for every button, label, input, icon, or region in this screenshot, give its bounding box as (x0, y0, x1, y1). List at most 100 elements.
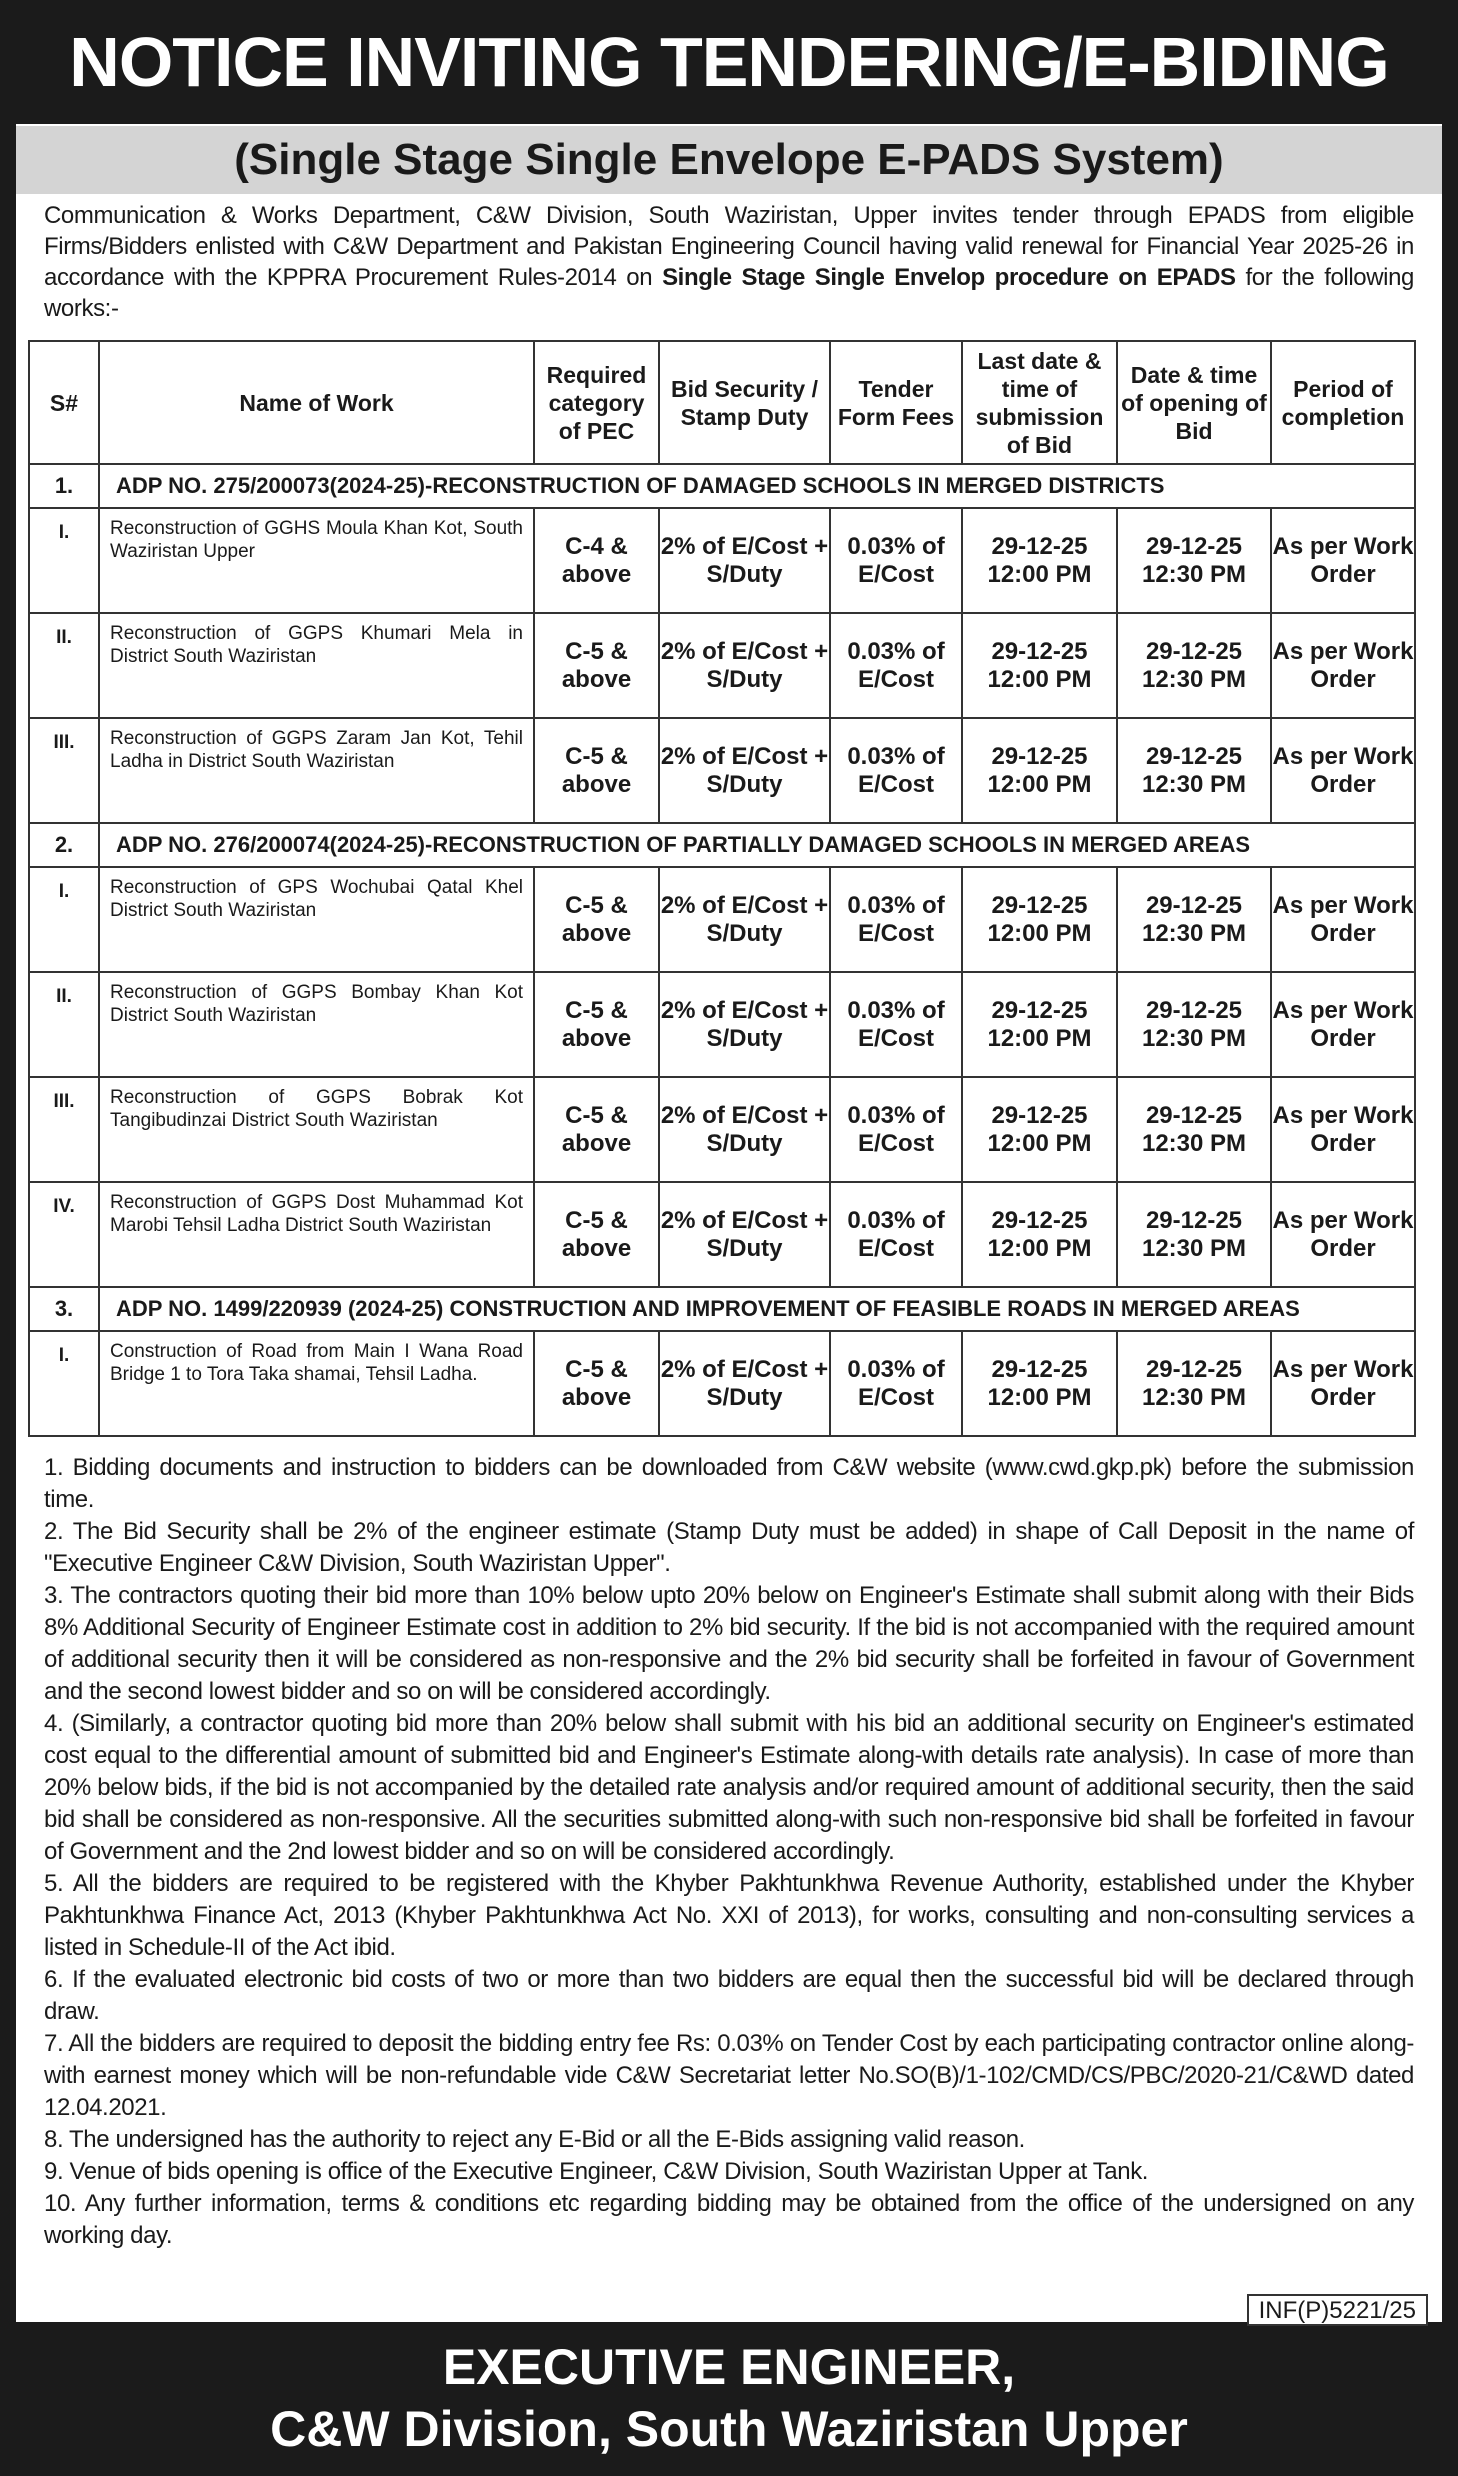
note-item: 8. The undersigned has the authority to … (44, 2126, 1025, 2153)
column-header: Period of completion (1270, 340, 1416, 465)
section-number: 1. (28, 463, 100, 509)
submission-deadline: 29-12-25 12:00 PM (961, 507, 1118, 614)
section-title: ADP NO. 275/200073(2024-25)-RECONSTRUCTI… (98, 463, 1416, 509)
opening-time: 12:30 PM (1141, 1129, 1247, 1157)
bid-security: 2% of E/Cost + S/Duty (658, 1181, 831, 1288)
bid-security: 2% of E/Cost + S/Duty (658, 971, 831, 1078)
table-row: II. Reconstruction of GGPS Khumari Mela i… (28, 612, 1416, 719)
opening-date: 29-12-25 (1145, 996, 1243, 1024)
completion-period: As per Work Order (1270, 866, 1416, 973)
bid-security: 2% of E/Cost + S/Duty (658, 1076, 831, 1183)
submission-time: 12:00 PM (987, 665, 1092, 693)
bid-security: 2% of E/Cost + S/Duty (658, 717, 831, 824)
table-row: I. Construction of Road from Main I Wana … (28, 1330, 1416, 1437)
opening-datetime: 29-12-25 12:30 PM (1116, 971, 1272, 1078)
serial-number: I. (28, 1330, 100, 1437)
submission-deadline: 29-12-25 12:00 PM (961, 866, 1118, 973)
note-item: 3. The contractors quoting their bid mor… (44, 1582, 1414, 1705)
section-title: ADP NO. 1499/220939 (2024-25) CONSTRUCTI… (98, 1286, 1416, 1332)
submission-time: 12:00 PM (987, 560, 1092, 588)
work-name: Reconstruction of GGPS Zaram Jan Kot, Te… (98, 717, 535, 824)
section-number: 3. (28, 1286, 100, 1332)
pec-category: C-5 & above (533, 717, 660, 824)
opening-date: 29-12-25 (1145, 532, 1243, 560)
note-item: 2. The Bid Security shall be 2% of the e… (44, 1518, 1414, 1577)
pec-category: C-5 & above (533, 1330, 660, 1437)
opening-datetime: 29-12-25 12:30 PM (1116, 866, 1272, 973)
opening-time: 12:30 PM (1141, 1383, 1247, 1411)
notice-subtitle: (Single Stage Single Envelope E-PADS Sys… (16, 126, 1442, 194)
tender-fees: 0.03% of E/Cost (829, 612, 963, 719)
column-header: Required category of PEC (533, 340, 660, 465)
tender-fees: 0.03% of E/Cost (829, 1181, 963, 1288)
completion-period: As per Work Order (1270, 1076, 1416, 1183)
footer-office: C&W Division, South Waziristan Upper (270, 2401, 1188, 2457)
completion-period: As per Work Order (1270, 507, 1416, 614)
work-name: Reconstruction of GGPS Dost Muhammad Kot… (98, 1181, 535, 1288)
submission-time: 12:00 PM (987, 770, 1092, 798)
pec-category: C-5 & above (533, 971, 660, 1078)
work-name: Reconstruction of GGPS Bombay Khan Kot D… (98, 971, 535, 1078)
completion-period: As per Work Order (1270, 612, 1416, 719)
note-item: 7. All the bidders are required to depos… (44, 2030, 1414, 2121)
completion-period: As per Work Order (1270, 1330, 1416, 1437)
footer-designation: EXECUTIVE ENGINEER, (442, 2339, 1016, 2395)
opening-time: 12:30 PM (1141, 1024, 1247, 1052)
submission-deadline: 29-12-25 12:00 PM (961, 717, 1118, 824)
pec-category: C-5 & above (533, 866, 660, 973)
submission-time: 12:00 PM (987, 1024, 1092, 1052)
submission-date: 29-12-25 (991, 1206, 1088, 1234)
section-number: 2. (28, 822, 100, 868)
opening-time: 12:30 PM (1141, 770, 1247, 798)
serial-number: II. (28, 971, 100, 1078)
table-row: II. Reconstruction of GGPS Bombay Khan Ko… (28, 971, 1416, 1078)
reference-number: INF(P)5221/25 (1246, 2294, 1428, 2326)
column-header: S# (28, 340, 100, 465)
bid-security: 2% of E/Cost + S/Duty (658, 866, 831, 973)
pec-category: C-5 & above (533, 1181, 660, 1288)
table-row: III. Reconstruction of GGPS Zaram Jan Kot… (28, 717, 1416, 824)
submission-time: 12:00 PM (987, 919, 1092, 947)
opening-time: 12:30 PM (1141, 919, 1247, 947)
submission-deadline: 29-12-25 12:00 PM (961, 612, 1118, 719)
work-name: Construction of Road from Main I Wana Ro… (98, 1330, 535, 1437)
table-row: III. Reconstruction of GGPS Bobrak Kot Ta… (28, 1076, 1416, 1183)
note-item: 1. Bidding documents and instruction to … (44, 1454, 1414, 1513)
tender-fees: 0.03% of E/Cost (829, 866, 963, 973)
bid-security: 2% of E/Cost + S/Duty (658, 1330, 831, 1437)
serial-number: I. (28, 866, 100, 973)
pec-category: C-5 & above (533, 1076, 660, 1183)
opening-datetime: 29-12-25 12:30 PM (1116, 1076, 1272, 1183)
table-row: IV. Reconstruction of GGPS Dost Muhammad … (28, 1181, 1416, 1288)
serial-number: IV. (28, 1181, 100, 1288)
work-name: Reconstruction of GGPS Bobrak Kot Tangib… (98, 1076, 535, 1183)
column-header: Date & time of opening of Bid (1116, 340, 1272, 465)
column-header: Name of Work (98, 340, 535, 465)
submission-time: 12:00 PM (987, 1129, 1092, 1157)
column-header: Bid Security / Stamp Duty (658, 340, 831, 465)
pec-category: C-5 & above (533, 612, 660, 719)
completion-period: As per Work Order (1270, 1181, 1416, 1288)
completion-period: As per Work Order (1270, 971, 1416, 1078)
opening-date: 29-12-25 (1145, 1355, 1243, 1383)
tender-fees: 0.03% of E/Cost (829, 717, 963, 824)
serial-number: III. (28, 1076, 100, 1183)
submission-deadline: 29-12-25 12:00 PM (961, 1076, 1118, 1183)
section-title: ADP NO. 276/200074(2024-25)-RECONSTRUCTI… (98, 822, 1416, 868)
column-header: Tender Form Fees (829, 340, 963, 465)
opening-time: 12:30 PM (1141, 560, 1247, 588)
opening-date: 29-12-25 (1145, 1101, 1243, 1129)
completion-period: As per Work Order (1270, 717, 1416, 824)
opening-datetime: 29-12-25 12:30 PM (1116, 612, 1272, 719)
signature-block: EXECUTIVE ENGINEER, C&W Division, South … (0, 2322, 1458, 2476)
column-header: Last date & time of submission of Bid (961, 340, 1118, 465)
pec-category: C-4 & above (533, 507, 660, 614)
submission-date: 29-12-25 (991, 532, 1088, 560)
submission-time: 12:00 PM (987, 1234, 1092, 1262)
submission-date: 29-12-25 (991, 742, 1088, 770)
submission-date: 29-12-25 (991, 1355, 1088, 1383)
bid-security: 2% of E/Cost + S/Duty (658, 507, 831, 614)
intro-paragraph: Communication & Works Department, C&W Di… (44, 200, 1414, 324)
opening-datetime: 29-12-25 12:30 PM (1116, 717, 1272, 824)
